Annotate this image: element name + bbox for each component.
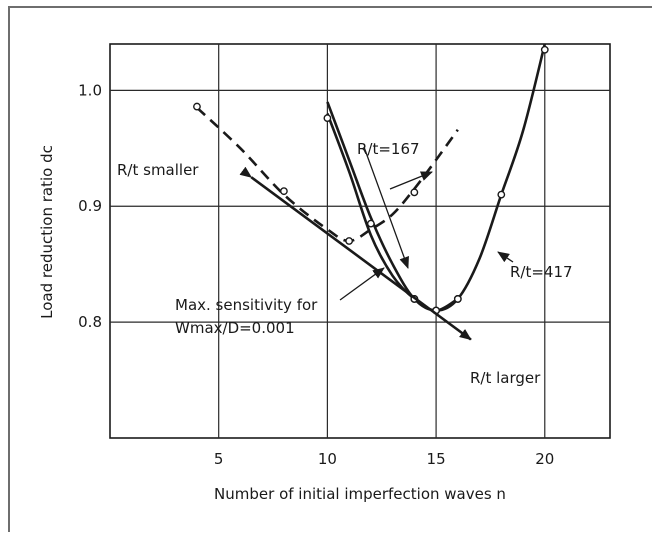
leader-dashed bbox=[389, 171, 433, 190]
points-layer bbox=[193, 45, 549, 315]
series-layer bbox=[196, 43, 547, 312]
y-axis-label: Load reduction ratio dc bbox=[38, 145, 56, 319]
label-r417: R/t=417 bbox=[510, 263, 573, 281]
label-r-larger: R/t larger bbox=[470, 369, 541, 387]
data-point-s2-3 bbox=[453, 295, 462, 303]
plot-area bbox=[109, 43, 611, 439]
leader-r167 bbox=[363, 146, 409, 269]
leader-r417 bbox=[497, 251, 514, 263]
x-tick-15: 15 bbox=[427, 450, 446, 468]
label-r167: R/t=167 bbox=[357, 140, 420, 158]
tick-labels: 5 10 15 20 0.8 0.9 1.0 bbox=[78, 81, 554, 468]
data-point-s1-2 bbox=[366, 219, 375, 228]
data-point-s2-4 bbox=[497, 190, 506, 199]
sensitivity-arrow-line bbox=[239, 166, 472, 341]
data-point-s1-1 bbox=[323, 114, 332, 123]
figure-frame bbox=[8, 6, 652, 532]
label-sensitivity-line1: Max. sensitivity for bbox=[175, 296, 318, 314]
data-point-s3-4 bbox=[410, 188, 419, 197]
leader-sensitivity bbox=[339, 267, 385, 301]
data-point-s2-5 bbox=[540, 45, 549, 54]
x-tick-20: 20 bbox=[535, 450, 554, 468]
label-sensitivity-line2: Wmax/D=0.001 bbox=[175, 319, 295, 337]
x-axis-label: Number of initial imperfection waves n bbox=[214, 485, 506, 503]
x-tick-10: 10 bbox=[318, 450, 337, 468]
label-r-smaller: R/t smaller bbox=[117, 161, 199, 179]
x-tick-5: 5 bbox=[214, 450, 224, 468]
y-tick-0.8: 0.8 bbox=[78, 313, 102, 331]
data-point-s3-2 bbox=[280, 187, 288, 196]
y-tick-0.9: 0.9 bbox=[78, 197, 102, 215]
data-point-s3-3 bbox=[345, 237, 354, 245]
y-tick-1.0: 1.0 bbox=[78, 81, 102, 99]
data-point-s3-1 bbox=[193, 102, 201, 111]
